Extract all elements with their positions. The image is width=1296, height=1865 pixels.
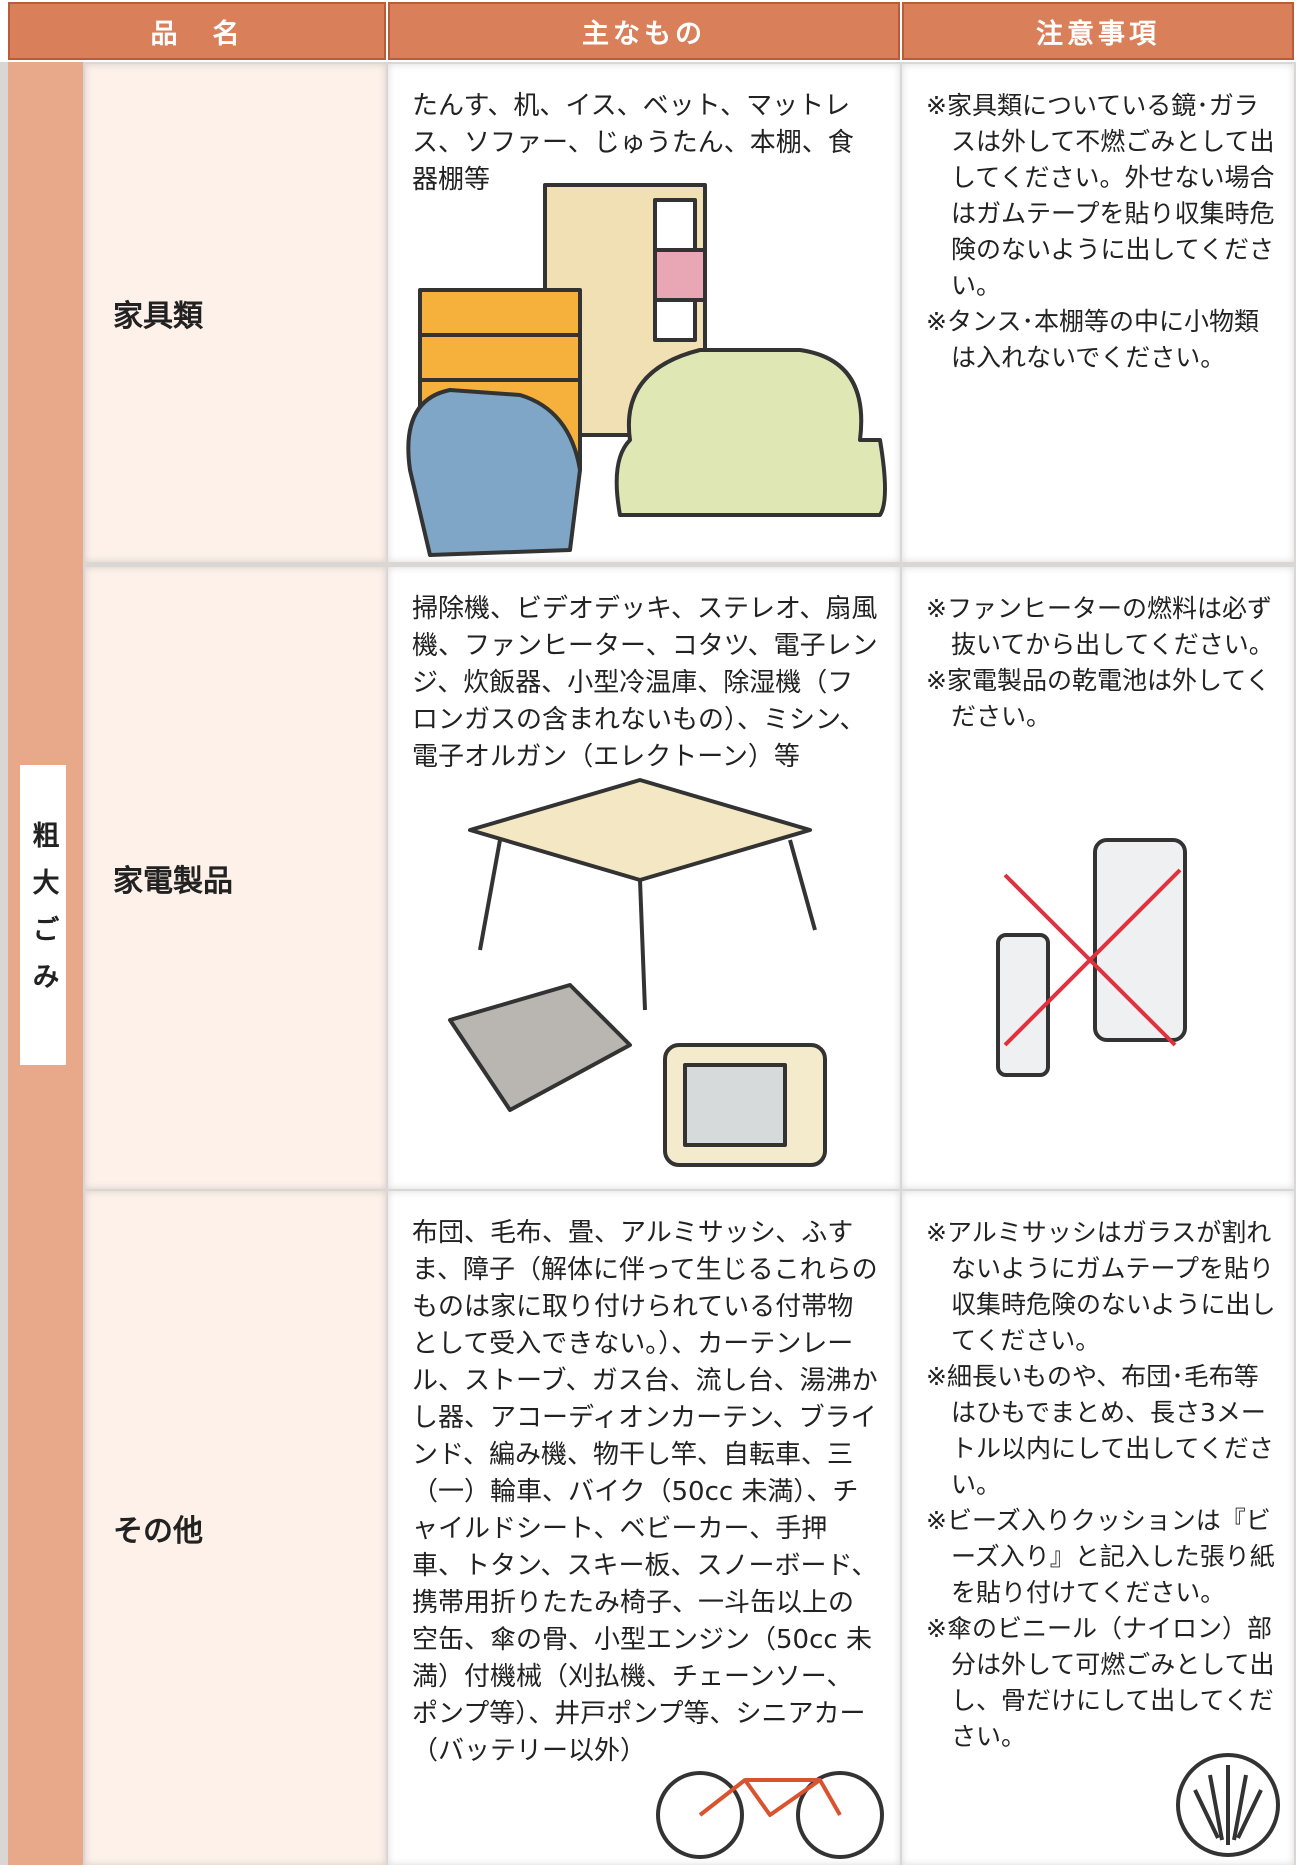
items-text: たんす、机、イス、ベット、マットレス、ソファー、じゅうたん、本棚、食器棚等	[388, 64, 900, 562]
item-name: 家具類	[85, 64, 386, 562]
header-cell: 主なもの	[388, 2, 900, 60]
notes-cell: ※家具類についている鏡･ガラスは外して不燃ごみとして出してください。外せない場合…	[902, 64, 1294, 562]
note: ※家具類についている鏡･ガラスは外して不燃ごみとして出してください。外せない場合…	[926, 91, 1275, 300]
item-name: 家電製品	[85, 567, 386, 1189]
note: ※ビーズ入りクッションは『ビーズ入り』と記入した張り紙を貼り付けてください。	[926, 1506, 1275, 1607]
note: ※傘のビニール（ナイロン）部分は外して可燃ごみとして出し、骨だけにして出してくだ…	[926, 1614, 1275, 1751]
note: ※細長いものや、布団･毛布等はひもでまとめ、長さ3メートル以内にして出してくださ…	[926, 1362, 1274, 1499]
note: ※家電製品の乾電池は外してください。	[926, 666, 1271, 731]
note: ※アルミサッシはガラスが割れないようにガムテープを貼り収集時危険のないように出し…	[926, 1218, 1276, 1355]
header-cell: 品 名	[8, 2, 386, 60]
note: ※タンス･本棚等の中に小物類は入れないでください。	[926, 307, 1259, 372]
category-box: 粗大ごみ	[20, 765, 66, 1065]
category-label: 粗大ごみ	[27, 821, 59, 1009]
header-cell: 注意事項	[902, 2, 1294, 60]
note: ※ファンヒーターの燃料は必ず抜いてから出してください。	[926, 594, 1274, 659]
item-name: その他	[85, 1191, 386, 1865]
notes-cell: ※アルミサッシはガラスが割れないようにガムテープを貼り収集時危険のないように出し…	[902, 1191, 1294, 1865]
notes-cell: ※ファンヒーターの燃料は必ず抜いてから出してください。 ※家電製品の乾電池は外して…	[902, 567, 1294, 1189]
items-text: 布団、毛布、畳、アルミサッシ、ふすま、障子（解体に伴って生じるこれらのものは家に…	[388, 1191, 900, 1865]
items-text: 掃除機、ビデオデッキ、ステレオ、扇風機、ファンヒーター、コタツ、電子レンジ、炊飯…	[388, 567, 900, 1189]
